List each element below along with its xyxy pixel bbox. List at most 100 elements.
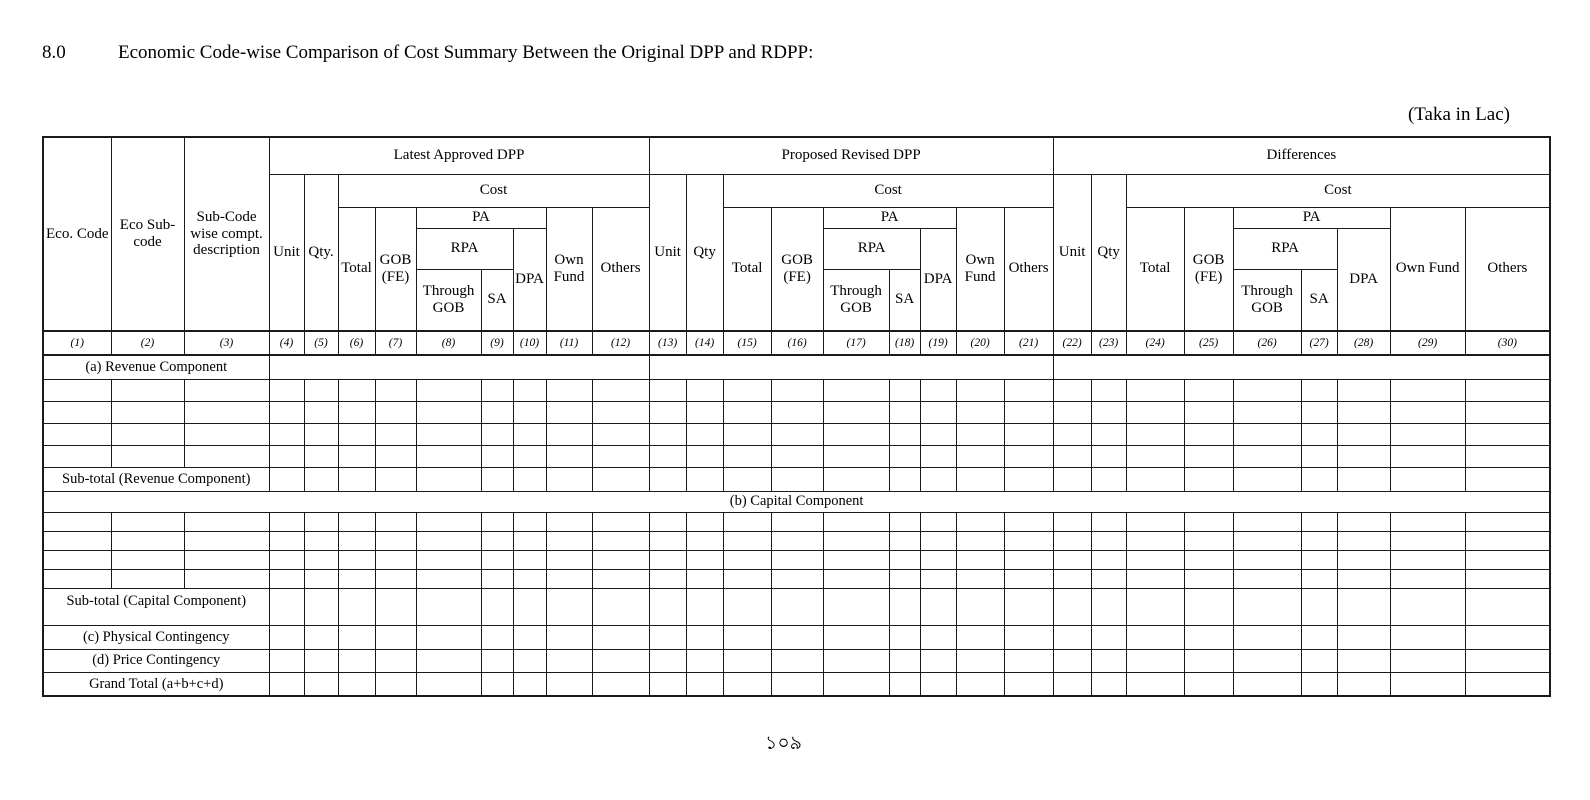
empty-cell: [1052, 354, 1551, 380]
empty-cell: [822, 549, 890, 570]
empty-cell: [955, 568, 1005, 589]
empty-data-row: [42, 444, 1551, 468]
empty-cell: [1232, 549, 1302, 570]
empty-cell: [722, 400, 772, 424]
empty-cell: [42, 422, 112, 446]
empty-cell: [1052, 648, 1092, 673]
empty-cell: [1389, 444, 1466, 468]
empty-cell: [955, 400, 1005, 424]
empty-cell: [1336, 400, 1391, 424]
col-header-cost: Cost: [337, 173, 650, 208]
row-label-price-contingency: (d) Price Contingency: [42, 648, 270, 673]
empty-cell: [183, 444, 270, 468]
empty-cell: [1003, 378, 1054, 402]
col-header-gob-fe: GOB (FE): [770, 206, 824, 332]
empty-cell: [1300, 378, 1338, 402]
col-number: (12): [591, 330, 650, 356]
row-grand-total: Grand Total (a+b+c+d): [42, 671, 1551, 697]
empty-cell: [648, 624, 687, 650]
empty-cell: [1183, 549, 1234, 570]
empty-cell: [685, 511, 724, 532]
col-header-qty: Qty: [1090, 173, 1127, 332]
empty-cell: [303, 444, 339, 468]
page-number: ১০৯: [764, 733, 802, 754]
empty-cell: [1125, 422, 1185, 446]
empty-cell: [1090, 568, 1127, 589]
empty-cell: [42, 511, 112, 532]
row-label-grand-total: Grand Total (a+b+c+d): [42, 671, 270, 697]
empty-cell: [1183, 444, 1234, 468]
empty-cell: [512, 422, 547, 446]
empty-cell: [1336, 444, 1391, 468]
empty-cell: [110, 511, 185, 532]
col-header-others: Others: [591, 206, 650, 332]
col-header-sa: SA: [888, 268, 921, 332]
col-number: (21): [1003, 330, 1054, 356]
column-number-row: (1) (2) (3) (4) (5) (6) (7) (8) (9) (10)…: [42, 330, 1551, 356]
empty-cell: [1090, 530, 1127, 551]
empty-cell: [1183, 530, 1234, 551]
empty-cell: [955, 549, 1005, 570]
empty-cell: [822, 511, 890, 532]
empty-cell: [685, 568, 724, 589]
empty-cell: [1336, 466, 1391, 492]
empty-cell: [1232, 671, 1302, 697]
empty-cell: [1336, 648, 1391, 673]
row-subtotal-capital: Sub-total (Capital Component): [42, 587, 1551, 626]
empty-cell: [268, 624, 305, 650]
empty-data-row: [42, 378, 1551, 402]
row-physical-contingency: (c) Physical Contingency: [42, 624, 1551, 650]
empty-cell: [1052, 400, 1092, 424]
empty-cell: [770, 511, 824, 532]
empty-cell: [919, 466, 957, 492]
empty-cell: [512, 444, 547, 468]
empty-cell: [1464, 378, 1551, 402]
empty-cell: [480, 568, 514, 589]
empty-cell: [1300, 587, 1338, 626]
empty-cell: [1052, 466, 1092, 492]
empty-cell: [822, 400, 890, 424]
empty-cell: [1389, 422, 1466, 446]
empty-cell: [1336, 624, 1391, 650]
empty-cell: [919, 568, 957, 589]
empty-cell: [512, 530, 547, 551]
empty-cell: [1300, 511, 1338, 532]
empty-cell: [822, 422, 890, 446]
col-header-eco-subcode: Eco Sub-code: [110, 136, 185, 332]
empty-cell: [1336, 422, 1391, 446]
empty-cell: [919, 530, 957, 551]
empty-cell: [1090, 422, 1127, 446]
col-number: (9): [480, 330, 514, 356]
empty-cell: [591, 444, 650, 468]
empty-cell: [955, 444, 1005, 468]
empty-cell: [919, 422, 957, 446]
empty-cell: [1232, 624, 1302, 650]
empty-cell: [648, 568, 687, 589]
empty-cell: [1003, 671, 1054, 697]
empty-cell: [648, 422, 687, 446]
table-header-row: Eco. Code Eco Sub-code Sub-Code wise com…: [42, 136, 1551, 332]
empty-data-row: [42, 568, 1551, 589]
empty-cell: [648, 466, 687, 492]
empty-cell: [822, 671, 890, 697]
row-revenue-component: (a) Revenue Component: [42, 354, 1551, 380]
empty-cell: [1183, 671, 1234, 697]
col-number: (29): [1389, 330, 1466, 356]
empty-cell: [1125, 568, 1185, 589]
section-header-proposed-revised-dpp: Proposed Revised DPP: [648, 136, 1054, 175]
empty-cell: [42, 378, 112, 402]
empty-cell: [1336, 530, 1391, 551]
page-title: 8.0 Economic Code-wise Comparison of Cos…: [42, 42, 813, 64]
empty-cell: [648, 378, 687, 402]
empty-cell: [303, 549, 339, 570]
section-header-differences: Differences: [1052, 136, 1551, 175]
empty-cell: [1052, 671, 1092, 697]
empty-cell: [1003, 511, 1054, 532]
empty-cell: [337, 549, 376, 570]
table-header-row: Unit Qty. Cost Unit Qty Cost Unit Qty Co…: [43, 173, 1551, 332]
empty-cell: [648, 648, 687, 673]
empty-cell: [770, 587, 824, 626]
empty-cell: [512, 549, 547, 570]
empty-cell: [919, 648, 957, 673]
empty-cell: [1183, 511, 1234, 532]
